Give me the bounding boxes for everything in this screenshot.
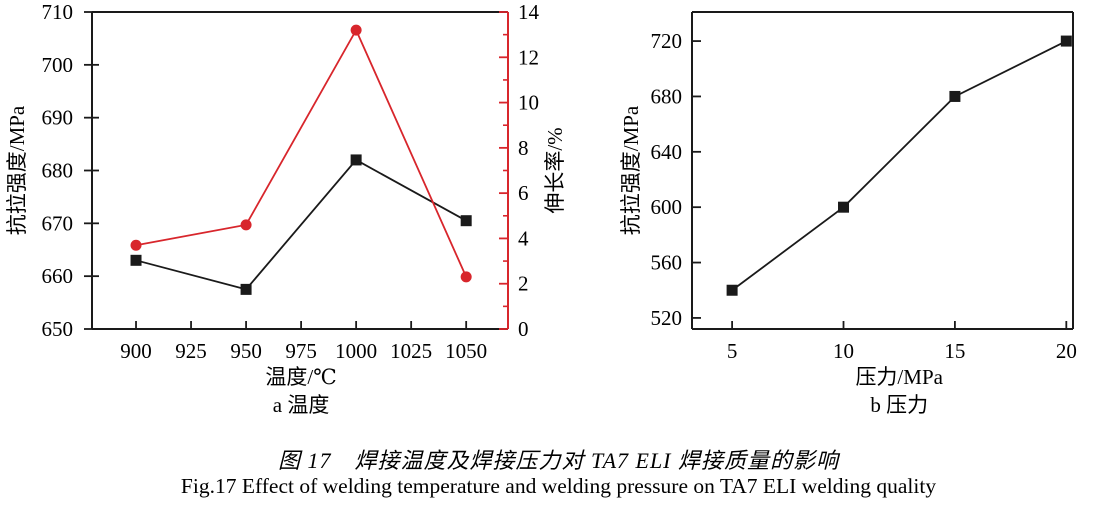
charts-row: 650 660 670 680 690 700 710 0 2 4 6 8 10 12 14 900 925 95… (5, 0, 1077, 417)
chart-subtitle: a 温度 (273, 393, 330, 417)
x-tick-label: 5 (727, 339, 738, 363)
y-tick-right-label: 8 (518, 136, 529, 160)
x-tick-label: 900 (120, 339, 152, 363)
data-point-circle (350, 24, 362, 36)
y-tick-label: 690 (42, 106, 74, 130)
chart-a: 650 660 670 680 690 700 710 0 2 4 6 8 10 12 14 900 925 95… (5, 0, 567, 417)
data-point-square (838, 201, 850, 213)
caption-english: Fig.17 Effect of welding temperature and… (180, 474, 937, 498)
x-tick-label: 950 (230, 339, 262, 363)
data-point-square (240, 283, 252, 295)
data-point-square (726, 284, 738, 296)
y-tick-label: 700 (42, 53, 74, 77)
y-tick-label: 640 (651, 140, 683, 164)
x-tick-label: 975 (285, 339, 317, 363)
data-point-square (1060, 35, 1072, 47)
y-tick-label: 560 (651, 251, 683, 275)
series-line-伸长率 (135, 28, 468, 278)
data-point-circle (240, 219, 252, 231)
chart-b: 520 560 600 640 680 720 5 10 15 20 抗拉强度/MPa 压力/MPa b… (619, 11, 1077, 417)
data-point-square (460, 215, 472, 227)
y-tick-right-label: 12 (518, 45, 539, 69)
data-point-circle (130, 239, 142, 251)
chart-subtitle: b 压力 (870, 393, 928, 417)
data-point-square (949, 90, 961, 102)
x-axis-title: 温度/℃ (265, 365, 336, 389)
y-tick-label: 680 (651, 84, 683, 108)
x-tick-label: 15 (944, 339, 965, 363)
y-axis-title: 抗拉强度/MPa (5, 105, 29, 235)
data-point-square (350, 154, 362, 166)
x-axis-title: 压力/MPa (855, 365, 943, 389)
y-tick-label: 660 (42, 264, 74, 288)
x-tick-label: 1025 (390, 339, 432, 363)
y-tick-label: 680 (42, 159, 74, 183)
y-tick-right-label: 4 (518, 226, 529, 250)
y-tick-right-label: 2 (518, 272, 529, 296)
series-line-抗拉强度 (135, 158, 467, 291)
series-line-抗拉强度 (731, 40, 1067, 291)
x-tick-label: 1050 (445, 339, 487, 363)
data-point-square (130, 254, 142, 266)
y-axis-right-title: 伸长率/% (543, 127, 567, 213)
y-tick-right-label: 6 (518, 181, 529, 205)
data-point-circle (460, 271, 472, 283)
y-tick-label: 720 (651, 29, 683, 53)
y-tick-right-label: 0 (518, 317, 529, 341)
x-tick-label: 10 (833, 339, 854, 363)
y-axis-title: 抗拉强度/MPa (619, 105, 643, 235)
y-tick-label: 710 (42, 0, 74, 24)
y-tick-right-label: 14 (518, 0, 540, 24)
y-tick-label: 670 (42, 211, 74, 235)
x-tick-label: 20 (1056, 339, 1077, 363)
caption-chinese: 图 17 焊接温度及焊接压力对 TA7 ELI 焊接质量的影响 (277, 448, 840, 473)
x-tick-label: 925 (175, 339, 207, 363)
y-tick-right-label: 10 (518, 91, 539, 115)
y-tick-label: 600 (651, 195, 683, 219)
y-tick-label: 650 (42, 317, 74, 341)
x-tick-label: 1000 (335, 339, 377, 363)
y-tick-label: 520 (651, 306, 683, 330)
